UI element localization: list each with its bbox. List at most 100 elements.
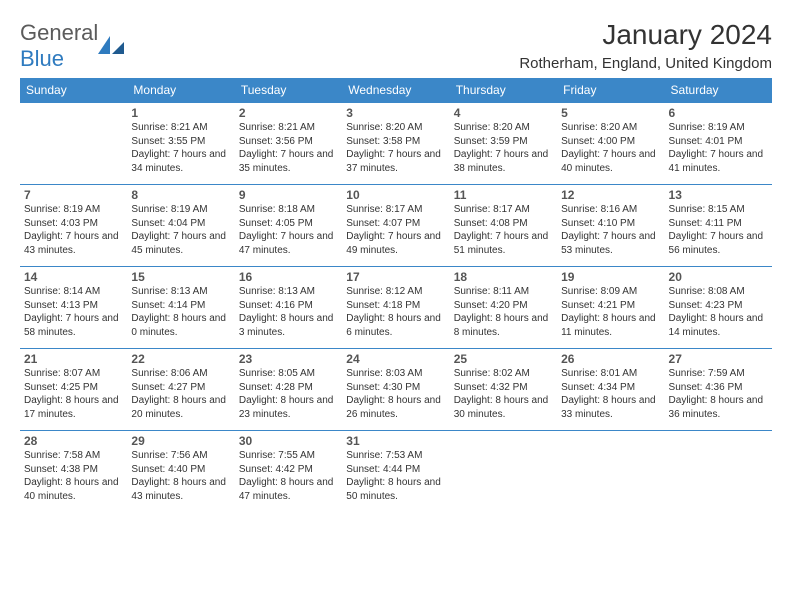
calendar-day-cell: 1Sunrise: 8:21 AMSunset: 3:55 PMDaylight…: [127, 103, 234, 185]
day-info: Sunrise: 8:07 AMSunset: 4:25 PMDaylight:…: [24, 367, 123, 421]
calendar-day-cell: 15Sunrise: 8:13 AMSunset: 4:14 PMDayligh…: [127, 267, 234, 349]
day-info: Sunrise: 8:19 AMSunset: 4:01 PMDaylight:…: [669, 121, 768, 175]
logo-word1: General: [20, 20, 98, 45]
day-number: 23: [239, 352, 338, 366]
calendar-table: SundayMondayTuesdayWednesdayThursdayFrid…: [20, 78, 772, 513]
calendar-day-cell: 21Sunrise: 8:07 AMSunset: 4:25 PMDayligh…: [20, 349, 127, 431]
day-number: 14: [24, 270, 123, 284]
day-info: Sunrise: 7:53 AMSunset: 4:44 PMDaylight:…: [346, 449, 445, 503]
day-number: 10: [346, 188, 445, 202]
day-number: 20: [669, 270, 768, 284]
calendar-day-cell: 2Sunrise: 8:21 AMSunset: 3:56 PMDaylight…: [235, 103, 342, 185]
calendar-day-cell: 14Sunrise: 8:14 AMSunset: 4:13 PMDayligh…: [20, 267, 127, 349]
calendar-day-cell: 17Sunrise: 8:12 AMSunset: 4:18 PMDayligh…: [342, 267, 449, 349]
day-number: 29: [131, 434, 230, 448]
calendar-week-row: 7Sunrise: 8:19 AMSunset: 4:03 PMDaylight…: [20, 185, 772, 267]
calendar-week-row: 1Sunrise: 8:21 AMSunset: 3:55 PMDaylight…: [20, 103, 772, 185]
day-info: Sunrise: 8:20 AMSunset: 4:00 PMDaylight:…: [561, 121, 660, 175]
day-info: Sunrise: 7:56 AMSunset: 4:40 PMDaylight:…: [131, 449, 230, 503]
calendar-day-cell: 20Sunrise: 8:08 AMSunset: 4:23 PMDayligh…: [665, 267, 772, 349]
day-info: Sunrise: 8:17 AMSunset: 4:08 PMDaylight:…: [454, 203, 553, 257]
day-number: 5: [561, 106, 660, 120]
calendar-day-cell: 26Sunrise: 8:01 AMSunset: 4:34 PMDayligh…: [557, 349, 664, 431]
calendar-day-cell: 29Sunrise: 7:56 AMSunset: 4:40 PMDayligh…: [127, 431, 234, 513]
calendar-day-cell: 13Sunrise: 8:15 AMSunset: 4:11 PMDayligh…: [665, 185, 772, 267]
day-number: 25: [454, 352, 553, 366]
day-number: 15: [131, 270, 230, 284]
day-number: 3: [346, 106, 445, 120]
calendar-day-cell: 11Sunrise: 8:17 AMSunset: 4:08 PMDayligh…: [450, 185, 557, 267]
title-block: January 2024 Rotherham, England, United …: [519, 20, 772, 72]
calendar-day-cell: 19Sunrise: 8:09 AMSunset: 4:21 PMDayligh…: [557, 267, 664, 349]
weekday-header: Saturday: [665, 78, 772, 103]
calendar-week-row: 21Sunrise: 8:07 AMSunset: 4:25 PMDayligh…: [20, 349, 772, 431]
day-info: Sunrise: 7:58 AMSunset: 4:38 PMDaylight:…: [24, 449, 123, 503]
day-info: Sunrise: 8:05 AMSunset: 4:28 PMDaylight:…: [239, 367, 338, 421]
logo-word2: Blue: [20, 46, 64, 71]
calendar-day-cell: [665, 431, 772, 513]
day-info: Sunrise: 7:55 AMSunset: 4:42 PMDaylight:…: [239, 449, 338, 503]
calendar-day-cell: 23Sunrise: 8:05 AMSunset: 4:28 PMDayligh…: [235, 349, 342, 431]
day-number: 16: [239, 270, 338, 284]
month-title: January 2024: [519, 20, 772, 51]
day-info: Sunrise: 8:20 AMSunset: 3:58 PMDaylight:…: [346, 121, 445, 175]
calendar-day-cell: 28Sunrise: 7:58 AMSunset: 4:38 PMDayligh…: [20, 431, 127, 513]
logo: General Blue: [20, 20, 124, 72]
day-number: 8: [131, 188, 230, 202]
calendar-day-cell: 5Sunrise: 8:20 AMSunset: 4:00 PMDaylight…: [557, 103, 664, 185]
calendar-day-cell: 27Sunrise: 7:59 AMSunset: 4:36 PMDayligh…: [665, 349, 772, 431]
day-number: 12: [561, 188, 660, 202]
weekday-header: Tuesday: [235, 78, 342, 103]
day-info: Sunrise: 8:11 AMSunset: 4:20 PMDaylight:…: [454, 285, 553, 339]
day-info: Sunrise: 8:08 AMSunset: 4:23 PMDaylight:…: [669, 285, 768, 339]
calendar-day-cell: [557, 431, 664, 513]
day-info: Sunrise: 7:59 AMSunset: 4:36 PMDaylight:…: [669, 367, 768, 421]
day-number: 4: [454, 106, 553, 120]
header: General Blue January 2024 Rotherham, Eng…: [20, 20, 772, 72]
day-number: 22: [131, 352, 230, 366]
logo-text: General Blue: [20, 20, 98, 72]
weekday-header: Friday: [557, 78, 664, 103]
calendar-day-cell: [20, 103, 127, 185]
calendar-day-cell: 3Sunrise: 8:20 AMSunset: 3:58 PMDaylight…: [342, 103, 449, 185]
calendar-day-cell: [450, 431, 557, 513]
day-info: Sunrise: 8:19 AMSunset: 4:04 PMDaylight:…: [131, 203, 230, 257]
day-number: 24: [346, 352, 445, 366]
weekday-header: Wednesday: [342, 78, 449, 103]
day-number: 11: [454, 188, 553, 202]
day-number: 27: [669, 352, 768, 366]
day-info: Sunrise: 8:13 AMSunset: 4:14 PMDaylight:…: [131, 285, 230, 339]
day-info: Sunrise: 8:01 AMSunset: 4:34 PMDaylight:…: [561, 367, 660, 421]
day-number: 1: [131, 106, 230, 120]
location: Rotherham, England, United Kingdom: [519, 55, 772, 72]
calendar-day-cell: 10Sunrise: 8:17 AMSunset: 4:07 PMDayligh…: [342, 185, 449, 267]
day-info: Sunrise: 8:06 AMSunset: 4:27 PMDaylight:…: [131, 367, 230, 421]
day-info: Sunrise: 8:18 AMSunset: 4:05 PMDaylight:…: [239, 203, 338, 257]
day-number: 13: [669, 188, 768, 202]
day-info: Sunrise: 8:02 AMSunset: 4:32 PMDaylight:…: [454, 367, 553, 421]
day-info: Sunrise: 8:16 AMSunset: 4:10 PMDaylight:…: [561, 203, 660, 257]
day-info: Sunrise: 8:15 AMSunset: 4:11 PMDaylight:…: [669, 203, 768, 257]
calendar-day-cell: 6Sunrise: 8:19 AMSunset: 4:01 PMDaylight…: [665, 103, 772, 185]
calendar-page: General Blue January 2024 Rotherham, Eng…: [0, 0, 792, 523]
calendar-day-cell: 24Sunrise: 8:03 AMSunset: 4:30 PMDayligh…: [342, 349, 449, 431]
calendar-day-cell: 12Sunrise: 8:16 AMSunset: 4:10 PMDayligh…: [557, 185, 664, 267]
day-info: Sunrise: 8:17 AMSunset: 4:07 PMDaylight:…: [346, 203, 445, 257]
calendar-day-cell: 16Sunrise: 8:13 AMSunset: 4:16 PMDayligh…: [235, 267, 342, 349]
day-info: Sunrise: 8:12 AMSunset: 4:18 PMDaylight:…: [346, 285, 445, 339]
day-info: Sunrise: 8:21 AMSunset: 3:56 PMDaylight:…: [239, 121, 338, 175]
day-number: 30: [239, 434, 338, 448]
calendar-day-cell: 7Sunrise: 8:19 AMSunset: 4:03 PMDaylight…: [20, 185, 127, 267]
day-info: Sunrise: 8:14 AMSunset: 4:13 PMDaylight:…: [24, 285, 123, 339]
calendar-day-cell: 30Sunrise: 7:55 AMSunset: 4:42 PMDayligh…: [235, 431, 342, 513]
weekday-header-row: SundayMondayTuesdayWednesdayThursdayFrid…: [20, 78, 772, 103]
day-info: Sunrise: 8:21 AMSunset: 3:55 PMDaylight:…: [131, 121, 230, 175]
day-number: 19: [561, 270, 660, 284]
day-number: 28: [24, 434, 123, 448]
day-info: Sunrise: 8:20 AMSunset: 3:59 PMDaylight:…: [454, 121, 553, 175]
calendar-day-cell: 9Sunrise: 8:18 AMSunset: 4:05 PMDaylight…: [235, 185, 342, 267]
logo-sail-icon: [98, 36, 124, 54]
day-info: Sunrise: 8:09 AMSunset: 4:21 PMDaylight:…: [561, 285, 660, 339]
day-info: Sunrise: 8:13 AMSunset: 4:16 PMDaylight:…: [239, 285, 338, 339]
day-number: 2: [239, 106, 338, 120]
